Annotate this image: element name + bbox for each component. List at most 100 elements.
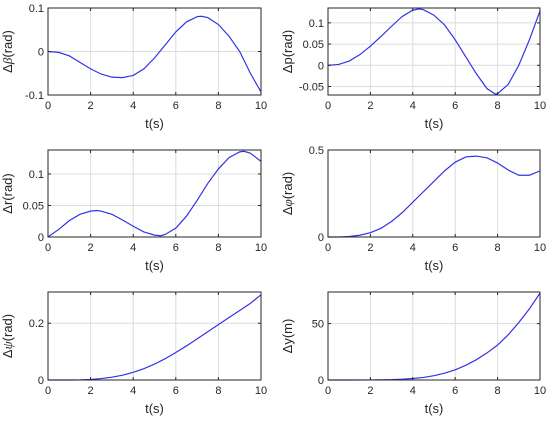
y-axis-label-unit: y(m) [280,319,295,345]
x-tick-label: 0 [325,100,331,112]
y-axis-label-unit: p(rad) [280,30,295,65]
y-axis-label-symbol: ψ [0,340,15,349]
y-axis-label-delta: Δ [0,205,15,214]
chart-panel-6: 0 2 4 6 8 10 0 50 t(s) Δy(m) [280,291,546,416]
y-tick-label: 0 [38,375,44,387]
x-axis-label: t(s) [145,401,164,416]
x-tick-label: 2 [367,242,373,254]
y-tick-label: 0.05 [303,39,324,51]
series-line [47,150,262,238]
plot-area [328,150,540,237]
x-tick-label: 6 [452,385,458,397]
y-tick-label: 0 [318,60,324,72]
y-tick-label: 0 [38,47,44,59]
y-axis-label-unit: (rad) [280,172,295,199]
x-tick-label: 8 [215,242,221,254]
y-axis-label: Δβ(rad) [0,30,15,73]
y-axis-label-delta: Δ [280,344,295,353]
y-axis-label-symbol: β [0,57,15,65]
x-tick-label: 8 [495,100,501,112]
y-tick-label: -0.05 [299,82,324,94]
x-tick-label: 6 [173,242,179,254]
axes-box [47,291,262,381]
series-line [328,155,541,238]
y-axis-label: Δψ(rad) [0,314,15,358]
y-tick-label: 0.2 [29,318,44,330]
x-tick-label: 6 [452,242,458,254]
x-tick-label: 4 [130,385,136,397]
chart-panel-5: 0 2 4 6 8 10 0 0.2 t(s) Δψ(rad) [0,291,267,416]
y-tick-label: 0.1 [29,169,44,181]
plot-area [48,292,261,380]
y-tick-label: -0.1 [25,90,44,102]
x-tick-label: 2 [88,100,94,112]
plot-area [328,292,540,380]
x-axis-label: t(s) [145,116,164,131]
x-tick-label: 4 [410,242,416,254]
series-line [47,15,262,93]
y-tick-label: 0.1 [309,18,324,30]
y-axis-label: Δy(m) [280,319,295,354]
y-axis-label-delta: Δ [280,64,295,73]
x-tick-label: 0 [325,385,331,397]
series-line [327,8,541,95]
y-tick-label: 0 [318,232,324,244]
x-tick-label: 8 [215,100,221,112]
y-tick-label: 0 [38,232,44,244]
x-tick-label: 10 [534,100,546,112]
x-axis-label: t(s) [425,116,444,131]
y-axis-label: Δφ(rad) [280,172,295,215]
y-tick-label: 0 [318,375,324,387]
x-tick-label: 2 [367,385,373,397]
x-tick-label: 8 [215,385,221,397]
y-axis-label-delta: Δ [280,206,295,215]
y-axis-label: Δr(rad) [0,173,15,213]
chart-panel-4: 0 2 4 6 8 10 0 0.5 t(s) Δφ(rad) [280,145,546,273]
plot-area [48,150,261,237]
x-tick-label: 10 [534,242,546,254]
y-axis-label-delta: Δ [0,349,15,358]
plot-area [328,8,540,95]
x-tick-label: 2 [367,100,373,112]
x-tick-label: 2 [88,385,94,397]
x-tick-label: 6 [452,100,458,112]
x-tick-label: 8 [495,242,501,254]
y-tick-label: 0.1 [29,3,44,15]
y-axis-label: Δp(rad) [280,30,295,73]
chart-panel-1: 0 2 4 6 8 10-0.100.1t(s)Δβ(rad) [0,3,267,131]
axes-box [327,291,541,381]
x-tick-label: 0 [325,242,331,254]
x-tick-label: 4 [410,385,416,397]
y-axis-label-unit: r(rad) [0,173,15,205]
y-axis-label-unit: (rad) [0,30,15,57]
x-axis-label: t(s) [425,258,444,273]
y-tick-label: 0.05 [23,200,44,212]
x-tick-label: 0 [45,385,51,397]
chart-panel-3: 0 2 4 6 8 10 0 0.05 0.1 t(s) Δr(rad) [0,149,267,273]
x-tick-label: 8 [495,385,501,397]
x-tick-label: 4 [130,242,136,254]
x-tick-label: 6 [173,385,179,397]
x-axis-label: t(s) [425,401,444,416]
x-tick-label: 2 [88,242,94,254]
y-axis-label-symbol: φ [280,199,295,206]
x-tick-label: 4 [130,100,136,112]
y-axis-label-delta: Δ [0,64,15,73]
axes-box [327,149,541,238]
axes-box [47,149,262,238]
x-tick-label: 10 [255,242,267,254]
y-tick-label: 50 [312,319,324,331]
axes-box [327,7,541,96]
x-tick-label: 10 [255,100,267,112]
x-tick-label: 6 [173,100,179,112]
x-tick-label: 0 [45,242,51,254]
x-tick-label: 10 [255,385,267,397]
y-axis-label-unit: (rad) [0,314,15,341]
x-axis-label: t(s) [145,258,164,273]
x-tick-label: 10 [534,385,546,397]
y-tick-label: 0.5 [309,145,324,157]
x-tick-label: 4 [410,100,416,112]
x-tick-label: 0 [45,100,51,112]
